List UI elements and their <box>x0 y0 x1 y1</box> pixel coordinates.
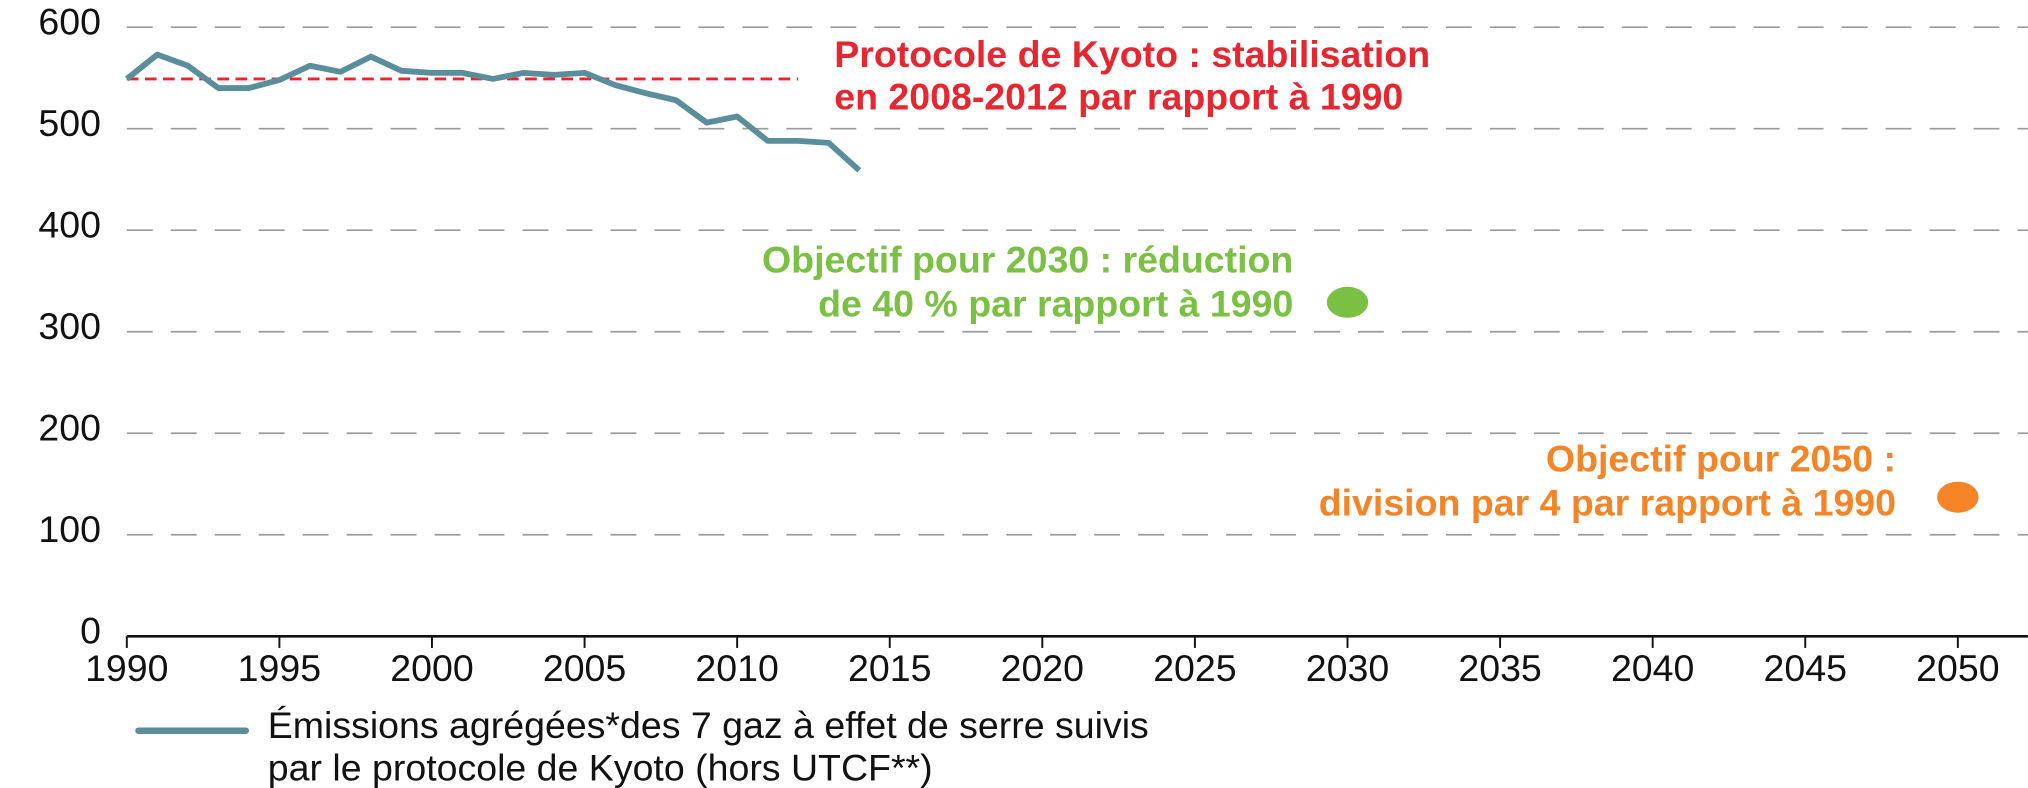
y-tick-label: 300 <box>38 305 101 347</box>
target-annotation: Objectif pour 2050 : <box>1546 438 1896 480</box>
y-tick-label: 200 <box>38 407 101 449</box>
x-tick-label: 2035 <box>1458 647 1541 689</box>
reference-annotation: en 2008-2012 par rapport à 1990 <box>834 75 1403 117</box>
x-tick-label: 2000 <box>390 647 473 689</box>
x-tick-label: 2040 <box>1611 647 1694 689</box>
y-tick-label: 400 <box>38 204 101 246</box>
legend-label: par le protocole de Kyoto (hors UTCF**) <box>268 747 933 788</box>
reference-annotation: Protocole de Kyoto : stabilisation <box>834 33 1430 75</box>
target-annotation: division par 4 par rapport à 1990 <box>1319 482 1896 524</box>
x-tick-label: 2020 <box>1001 647 1084 689</box>
x-tick-label: 1995 <box>238 647 321 689</box>
legend-label: Émissions agrégées*des 7 gaz à effet de … <box>268 704 1149 746</box>
y-tick-label: 600 <box>38 0 101 42</box>
x-tick-label: 2025 <box>1153 647 1236 689</box>
x-tick-label: 2010 <box>695 647 778 689</box>
y-tick-label: 0 <box>80 610 101 652</box>
target-point <box>1326 286 1369 318</box>
y-tick-label: 500 <box>38 102 101 144</box>
target-annotation: Objectif pour 2030 : réduction <box>762 238 1293 280</box>
x-tick-label: 2005 <box>543 647 626 689</box>
target-point <box>1937 481 1979 513</box>
x-tick-label: 2050 <box>1916 647 1999 689</box>
data-line <box>124 51 862 173</box>
target-annotation: de 40 % par rapport à 1990 <box>818 282 1293 324</box>
x-tick-label: 2045 <box>1764 647 1847 689</box>
x-tick-label: 2015 <box>848 647 931 689</box>
x-tick-label: 1990 <box>85 647 168 689</box>
y-tick-label: 100 <box>38 508 101 550</box>
x-tick-label: 2030 <box>1306 647 1389 689</box>
